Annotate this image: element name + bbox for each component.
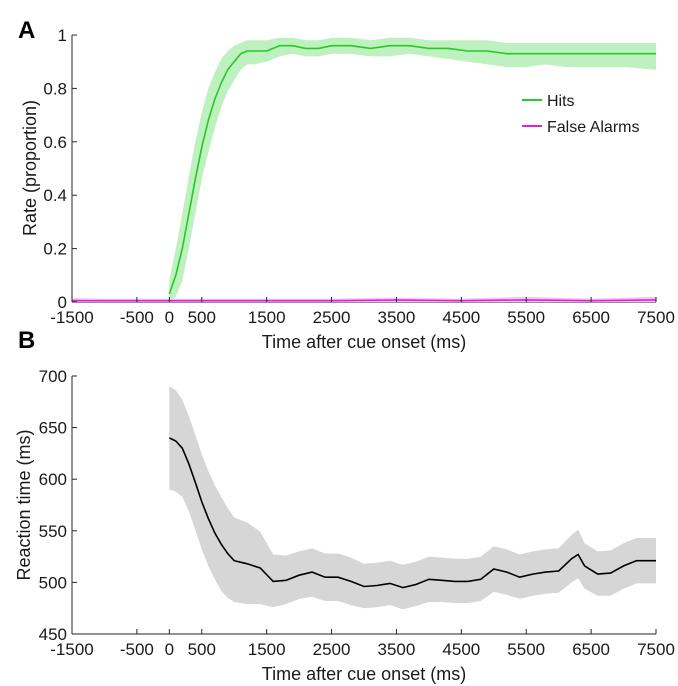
- y-tick-label: 600: [39, 470, 67, 489]
- y-tick-label: 1: [58, 26, 67, 45]
- x-tick-label: 0: [165, 640, 174, 659]
- panel-a: A -1500 -500 0 500 1500 2500 3500 4500 5500 6500 7…: [18, 17, 675, 352]
- y-tick-label: 700: [39, 367, 67, 386]
- panel-b-y-axis-label: Reaction time (ms): [14, 429, 34, 580]
- panel-b-letter: B: [18, 327, 35, 354]
- y-tick-label: 0: [58, 293, 67, 312]
- y-tick-label: 550: [39, 522, 67, 541]
- x-tick-label: 1500: [248, 308, 286, 327]
- x-tick-label: 0: [165, 308, 174, 327]
- panel-b-x-axis-label: Time after cue onset (ms): [262, 664, 466, 684]
- panel-a-hits-line: [168, 44, 656, 295]
- x-tick-label: -1500: [50, 308, 93, 327]
- x-tick-label: 3500: [378, 640, 416, 659]
- x-tick-label: 500: [188, 640, 216, 659]
- x-tick-label: 2500: [313, 308, 351, 327]
- x-tick-label: 6500: [572, 308, 610, 327]
- y-tick-label: 500: [39, 573, 67, 592]
- x-tick-label: 6500: [572, 640, 610, 659]
- panel-a-false-alarms-line: [72, 299, 657, 302]
- panel-a-hits-confidence-band: [169, 37, 657, 302]
- x-tick-label: 3500: [378, 308, 416, 327]
- legend-false-alarms-label: False Alarms: [547, 119, 639, 136]
- x-tick-label: -1500: [50, 640, 93, 659]
- x-tick-label: 4500: [442, 640, 480, 659]
- y-tick-label: 0.8: [43, 79, 67, 98]
- y-tick-label: 650: [39, 419, 67, 438]
- x-tick-label: 4500: [442, 308, 480, 327]
- panel-b: B -1500 -500 0 500 1500 2500 3500 4500 5500 6500 7…: [14, 327, 675, 684]
- x-tick-label: 7500: [637, 640, 675, 659]
- x-tick-label: 5500: [507, 308, 545, 327]
- y-tick-label: 450: [39, 625, 67, 644]
- panel-b-rt-line: [168, 437, 656, 589]
- panel-a-y-axis-label: Rate (proportion): [20, 100, 40, 236]
- legend-hits-label: Hits: [547, 93, 575, 110]
- panel-a-x-axis-label: Time after cue onset (ms): [262, 332, 466, 352]
- x-tick-label: -500: [120, 640, 154, 659]
- panel-a-letter: A: [18, 17, 35, 44]
- panel-b-rt-confidence-band: [169, 386, 657, 610]
- y-tick-label: 0.6: [43, 133, 67, 152]
- x-tick-label: 7500: [637, 308, 675, 327]
- x-tick-label: 5500: [507, 640, 545, 659]
- x-tick-label: 1500: [248, 640, 286, 659]
- panel-a-legend: Hits False Alarms: [522, 93, 639, 136]
- x-tick-label: 500: [188, 308, 216, 327]
- y-tick-label: 0.4: [43, 186, 67, 205]
- x-tick-label: 2500: [313, 640, 351, 659]
- x-tick-label: -500: [120, 308, 154, 327]
- y-tick-label: 0.2: [43, 240, 67, 259]
